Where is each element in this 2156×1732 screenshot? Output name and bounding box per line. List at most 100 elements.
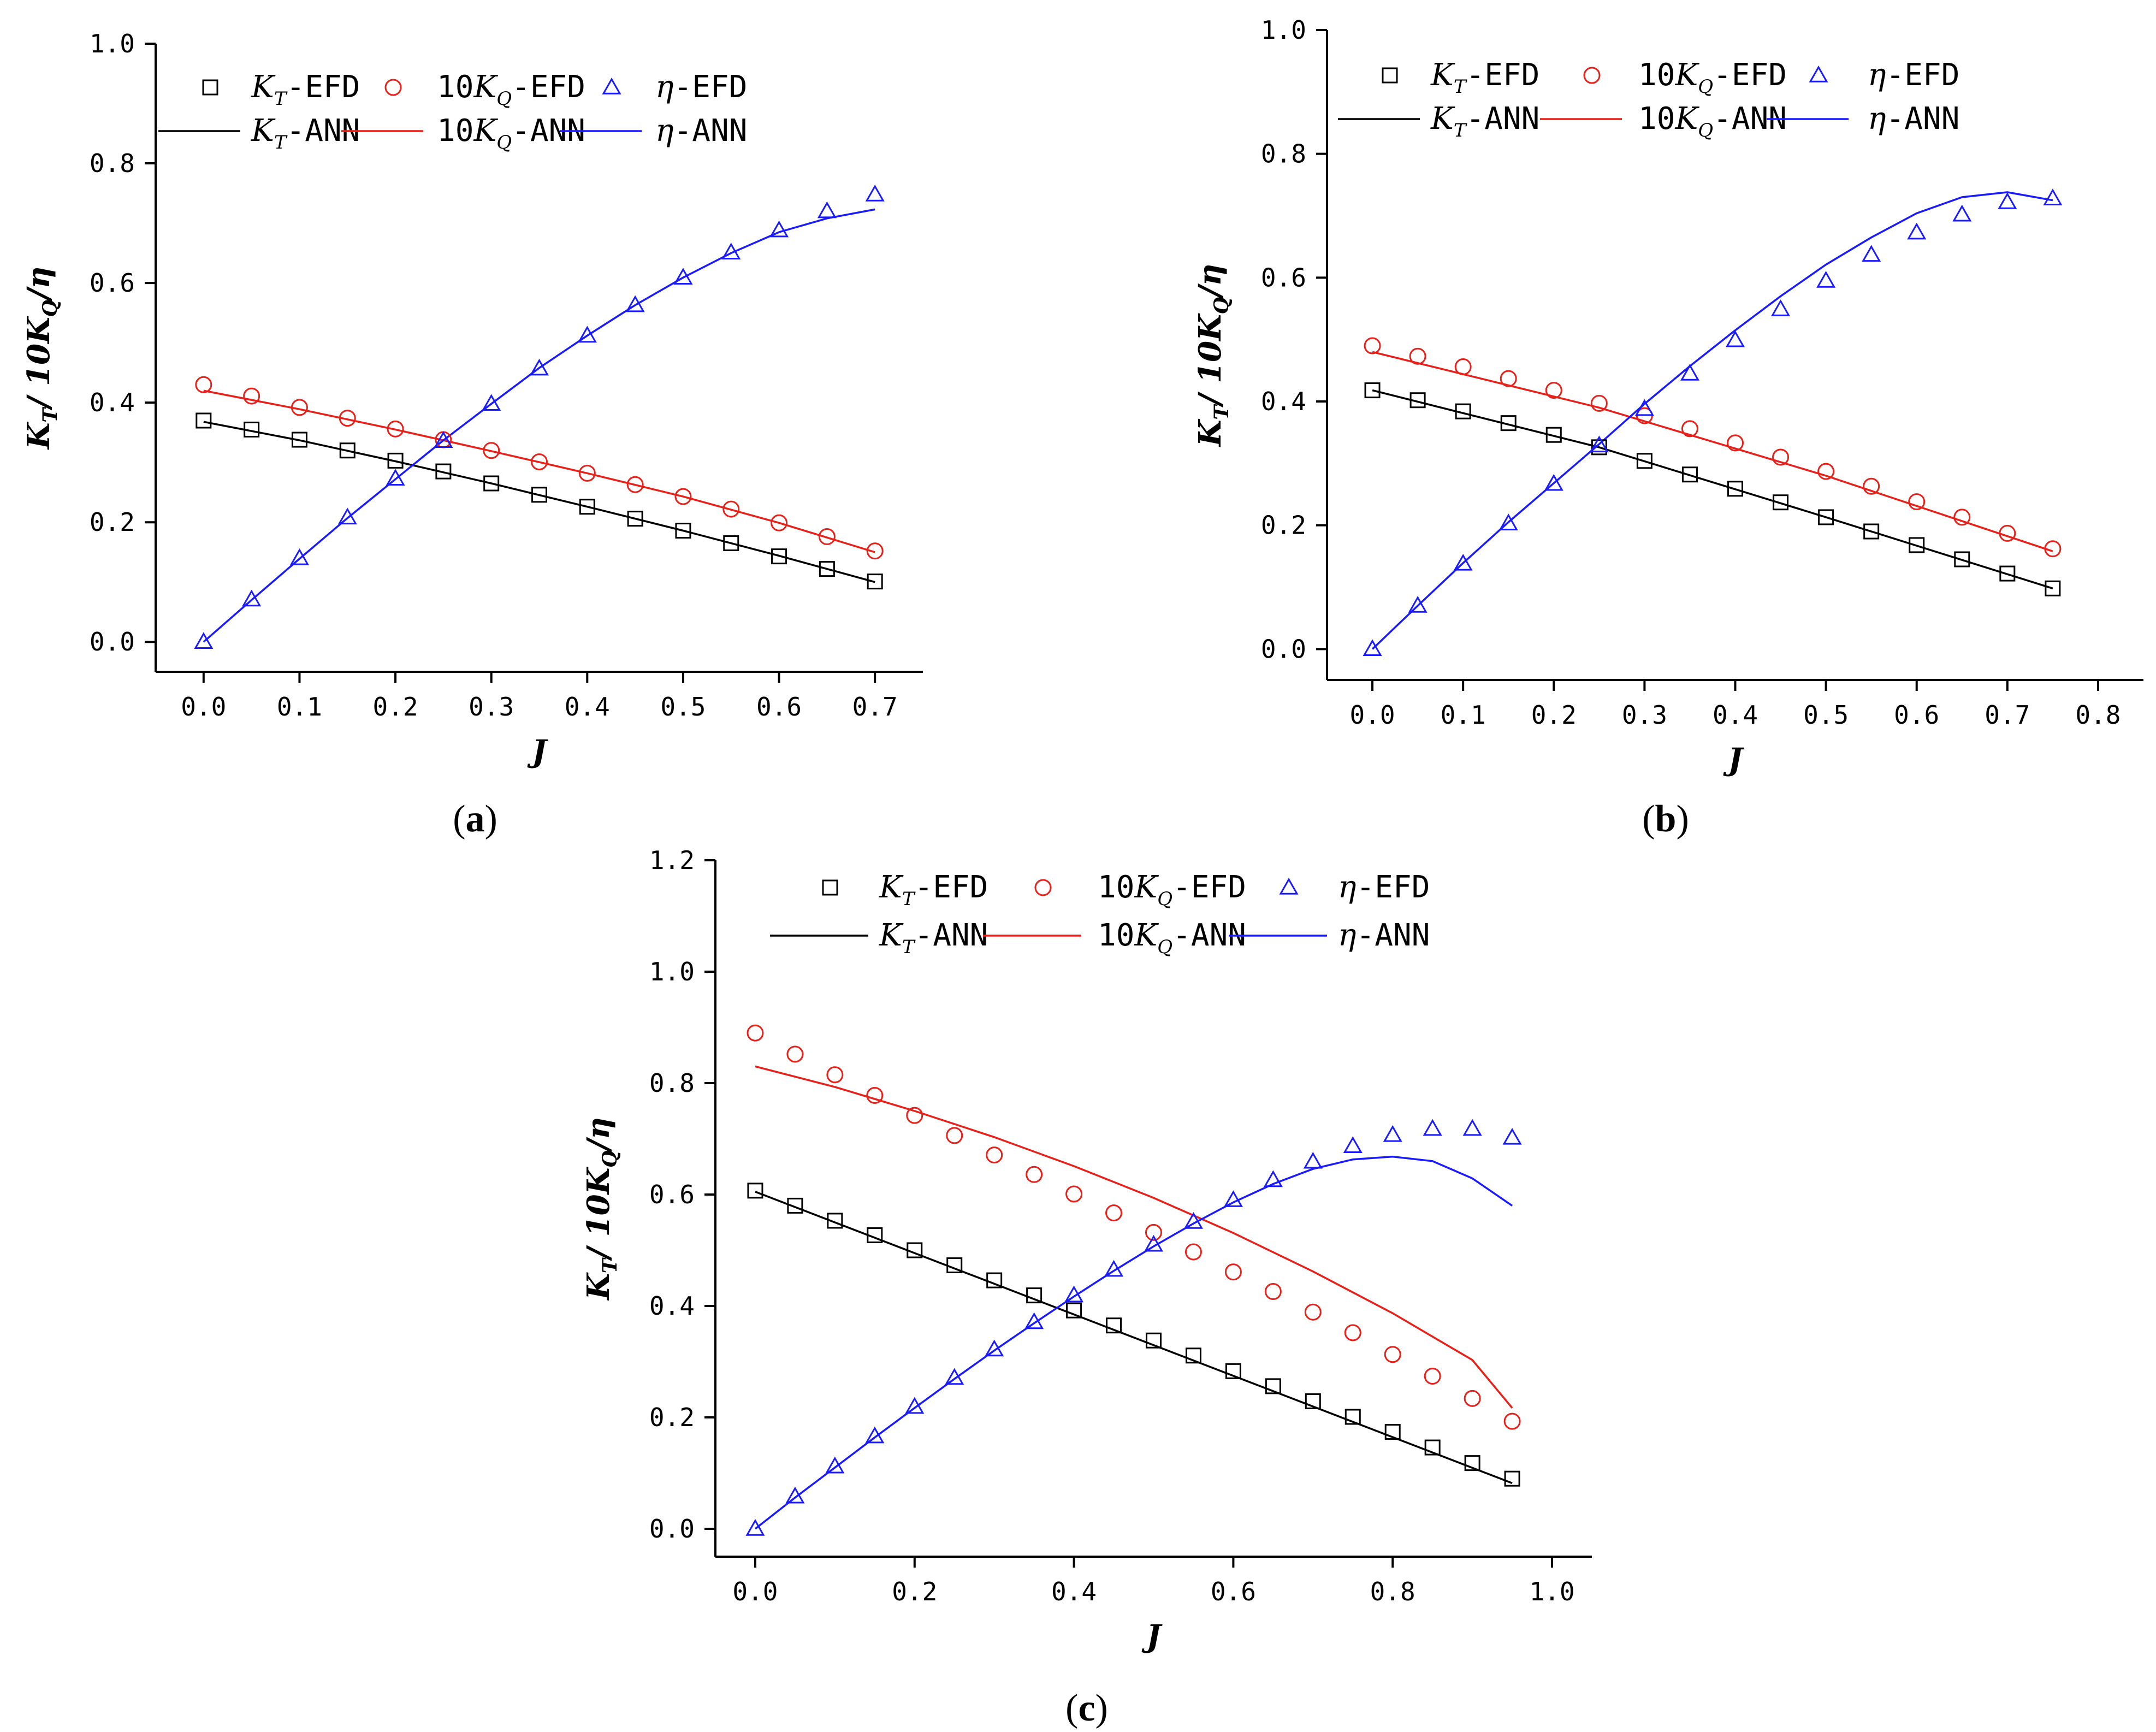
y-tick-label: 0.0 [1261,634,1306,664]
point-10KQ-EFD [1026,1166,1043,1183]
y-tick-label: 0.2 [90,507,135,537]
y-tick-label: 0.6 [649,1180,695,1209]
panel-a: 0.0 0.2 0.4 0.6 0.8 1.0 0.0 0.1 0.2 0.3 0.4 0.5 0.6 0… [21,29,923,840]
x-tick-label: 0.4 [1051,1577,1097,1606]
point-eta-EFD [1263,1170,1283,1187]
point-eta-EFD [865,1426,885,1444]
point-eta-EFD [1383,1125,1402,1142]
point-eta-EFD [577,326,597,343]
point-eta-EFD [721,243,741,259]
x-tick-label: 0.3 [1622,700,1667,730]
x-tick-label: 0.5 [660,692,706,722]
point-KT-EFD [1455,403,1471,419]
point-KT-EFD [1636,453,1652,469]
point-10KQ-EFD [1304,1303,1322,1321]
x-tick-label: 0.0 [1350,700,1395,730]
point-KT-EFD [1265,1378,1281,1394]
point-10KQ-EFD [722,500,740,518]
point-10KQ-EFD [291,399,308,416]
legend-label-KT-ANN: KT-ANN [1430,101,1539,141]
point-10KQ-EFD [1464,1390,1481,1407]
point-eta-EFD [1952,204,1972,222]
y-tick-label: 0.4 [649,1291,695,1321]
y-tick-label: 0.8 [1261,139,1306,169]
series-line-10KQ-ANN [755,1065,1513,1409]
point-eta-EFD [745,1519,765,1536]
point-KT-EFD [747,1183,763,1199]
point-KT-EFD [1591,439,1607,456]
point-10KQ-EFD [387,420,404,438]
point-10KQ-EFD [243,387,260,405]
point-KT-EFD [579,499,595,515]
point-10KQ-EFD [531,453,548,471]
x-axis-title: J [527,734,548,770]
x-tick-label: 0.7 [1985,700,2030,730]
point-10KQ-EFD [2044,540,2062,558]
point-KT-EFD [196,412,212,429]
point-KT-EFD [1681,466,1698,483]
x-tick-label: 0.6 [1211,1577,1256,1606]
point-KT-EFD [387,452,404,469]
point-eta-EFD [1907,222,1927,240]
point-eta-EFD [785,1486,805,1504]
point-eta-EFD [865,185,885,202]
point-10KQ-EFD [1953,509,1971,526]
legend-label-10KQ-EFD: 10KQ-EFD [1098,870,1246,910]
point-KT-EFD [907,1242,923,1258]
point-KT-EFD [435,463,452,480]
legend-label-eta-EFD: η-EFD [1868,57,1959,93]
x-axis-title: J [1141,1618,1163,1654]
point-eta-EFD [2043,188,2063,205]
legend-label-eta-EFD: η-EFD [1338,870,1430,905]
point-KT-EFD [1424,1439,1441,1456]
point-eta-EFD [529,358,549,376]
point-eta-EFD [1363,639,1382,657]
x-tick-label: 0.2 [1531,700,1577,730]
point-KT-EFD [946,1257,963,1274]
legend-label-eta-ANN: η-ANN [1338,918,1430,953]
point-10KQ-EFD [1500,370,1517,387]
point-10KQ-EFD [986,1146,1003,1164]
point-eta-EFD [1453,553,1473,571]
legend-label-KT-ANN: KT-ANN [251,113,360,153]
point-10KQ-EFD [1145,1223,1162,1241]
x-tick-label: 0.4 [1713,700,1758,730]
point-KT-EFD [1026,1287,1043,1304]
y-tick-label: 1.0 [1261,15,1306,45]
legend-marker-KT-EFD [202,79,218,96]
panel-label: (c) [1065,1687,1108,1729]
y-tick-label: 0.8 [649,1068,695,1098]
y-tick-label: 0.0 [90,627,135,657]
legend-label-10KQ-ANN: 10KQ-ANN [1098,918,1246,958]
point-10KQ-EFD [339,410,356,427]
series-line-10KQ-ANN [1372,351,2053,552]
point-10KQ-EFD [826,1066,844,1084]
y-tick-label: 1.2 [649,846,695,875]
point-10KQ-EFD [1999,524,2016,542]
point-KT-EFD [1504,1470,1520,1487]
point-eta-EFD [1462,1119,1482,1136]
x-tick-label: 0.8 [1370,1577,1415,1606]
point-KT-EFD [1727,481,1743,497]
point-eta-EFD [1408,596,1428,613]
point-10KQ-EFD [1545,382,1562,399]
point-eta-EFD [289,548,309,565]
point-10KQ-EFD [1105,1204,1123,1222]
x-tick-label: 0.8 [2075,700,2121,730]
legend-label-eta-ANN: η-ANN [655,113,747,149]
legend-marker-10KQ-EFD [1583,67,1601,84]
point-KT-EFD [1464,1455,1480,1471]
point-KT-EFD [986,1272,1003,1288]
y-tick-label: 0.0 [649,1514,695,1544]
point-10KQ-EFD [1409,347,1426,365]
point-10KQ-EFD [1264,1282,1282,1300]
x-tick-label: 0.3 [469,692,514,722]
point-10KQ-EFD [483,442,500,459]
point-eta-EFD [1816,271,1836,288]
point-KT-EFD [339,442,356,459]
point-KT-EFD [1066,1302,1082,1319]
point-eta-EFD [1502,1127,1522,1145]
point-eta-EFD [1544,474,1563,491]
point-10KQ-EFD [1384,1346,1401,1363]
point-eta-EFD [1862,245,1881,262]
